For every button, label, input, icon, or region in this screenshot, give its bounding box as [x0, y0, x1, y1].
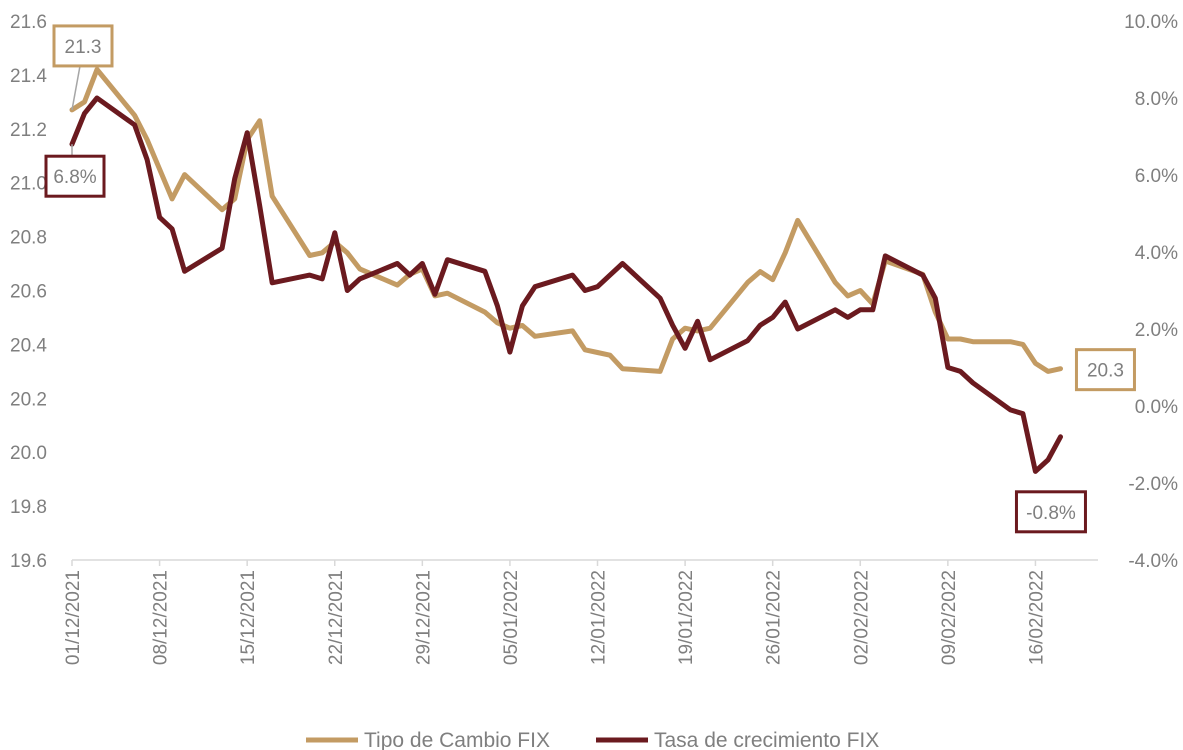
y-left-tick-label: 19.6 — [10, 551, 47, 572]
x-tick-label: 08/12/2021 — [151, 570, 172, 665]
callout-box — [1074, 348, 1136, 392]
chart-axes: 19.6 19.8 20.0 20.2 20.4 20.6 20.8 21.0 21.2 21.4… — [10, 12, 1178, 665]
callout-box — [1014, 490, 1087, 534]
chart-annotations: 21.3 6.8% 20.3 -0.8% — [44, 24, 1136, 534]
series-line-tipo-de-cambio — [69, 67, 1063, 374]
x-tick-label: 09/02/2022 — [939, 570, 960, 665]
y-right-tick-label: -4.0% — [1128, 551, 1178, 572]
y-left-tick-label: 21.0 — [10, 174, 47, 195]
y-right-tick-label: 2.0% — [1135, 320, 1178, 341]
y-left-tick-label: 20.8 — [10, 228, 47, 249]
y-right-tick-label: 10.0% — [1124, 12, 1178, 33]
callout-label: 6.8% — [53, 167, 96, 188]
x-tick-label: 01/12/2021 — [63, 570, 84, 665]
legend-label-tipo-de-cambio: Tipo de Cambio FIX — [364, 729, 550, 750]
y-left-tick-label: 20.2 — [10, 389, 47, 410]
y-left-tick-label: 20.0 — [10, 443, 47, 464]
x-tick-label: 26/01/2022 — [764, 570, 785, 665]
y-left-tick-label: 19.8 — [10, 497, 47, 518]
legend-label-tasa-de-crecimiento: Tasa de crecimiento FIX — [654, 729, 879, 750]
callout-leader — [71, 65, 81, 111]
series-line-tasa-de-crecimiento — [69, 95, 1063, 474]
x-tick-label: 15/12/2021 — [238, 570, 259, 665]
x-tick-label: 19/01/2022 — [676, 570, 697, 665]
y-left-tick-label: 21.6 — [10, 12, 47, 33]
x-tick-label: 22/12/2021 — [326, 570, 347, 665]
chart-series — [69, 67, 1063, 474]
y-left-tick-label: 20.4 — [10, 335, 47, 356]
y-right-tick-label: -2.0% — [1128, 474, 1178, 495]
callout-label: 20.3 — [1087, 361, 1124, 382]
y-right-tick-label: 4.0% — [1135, 243, 1178, 264]
y-right-tick-label: 6.0% — [1135, 166, 1178, 187]
y-left-tick-label: 21.2 — [10, 120, 47, 141]
chart-legend: Tipo de Cambio FIX Tasa de crecimiento F… — [306, 729, 879, 750]
callout-box — [44, 154, 106, 198]
callout-label: 21.3 — [65, 37, 102, 58]
y-right-tick-label: 0.0% — [1135, 397, 1178, 418]
y-left-tick-label: 21.4 — [10, 66, 47, 87]
callout-label: -0.8% — [1026, 503, 1076, 524]
x-tick-label: 12/01/2022 — [589, 570, 610, 665]
x-tick-label: 29/12/2021 — [413, 570, 434, 665]
y-right-tick-label: 8.0% — [1135, 89, 1178, 110]
x-tick-label: 16/02/2022 — [1026, 570, 1047, 665]
x-tick-label: 02/02/2022 — [851, 570, 872, 665]
x-tick-label: 05/01/2022 — [501, 570, 522, 665]
y-left-tick-label: 20.6 — [10, 282, 47, 303]
callout-box — [52, 24, 114, 68]
